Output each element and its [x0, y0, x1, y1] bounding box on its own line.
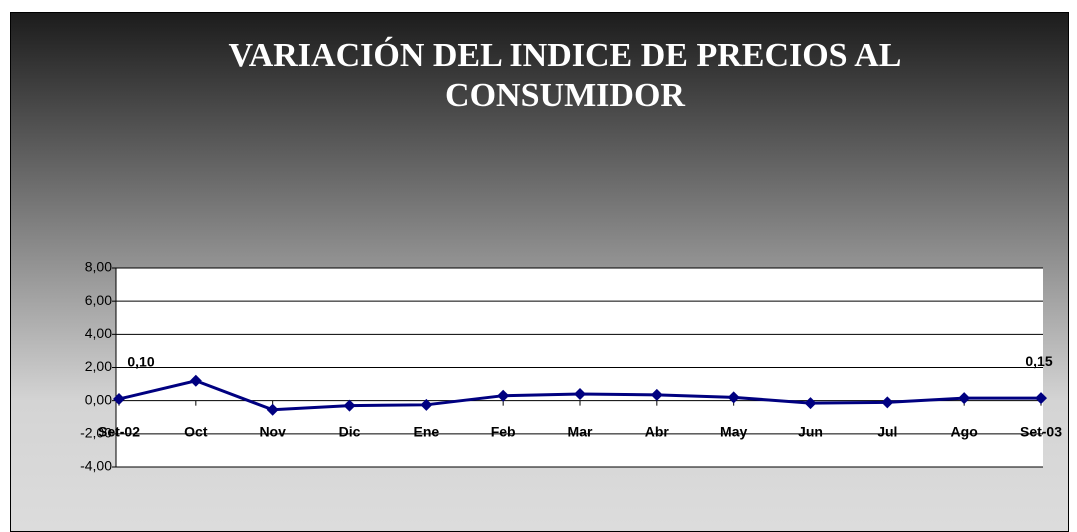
x-tick-label: Jun — [798, 424, 823, 440]
x-tick-label: Ago — [951, 424, 978, 440]
marker — [881, 396, 894, 409]
chart-title: VARIACIÓN DEL INDICE DE PRECIOS AL CONSU… — [228, 37, 902, 114]
marker — [420, 398, 433, 411]
marker — [497, 389, 510, 402]
y-tick-label: 8,00 — [85, 259, 112, 275]
y-tick-label: -4,00 — [80, 458, 112, 474]
x-tick-label: Abr — [645, 424, 670, 440]
x-tick-label: Dic — [339, 424, 361, 440]
marker — [113, 393, 125, 406]
x-tick-label: Jul — [877, 424, 897, 440]
marker — [1035, 392, 1047, 405]
marker — [727, 391, 740, 404]
y-tick-label: 0,00 — [85, 391, 112, 407]
x-tick-label: Nov — [259, 424, 286, 440]
marker — [343, 399, 356, 412]
x-tick-label: Set-03 — [1020, 424, 1062, 440]
y-tick-label: 6,00 — [85, 292, 112, 308]
marker — [650, 388, 663, 401]
x-tick-label: Set-02 — [98, 424, 140, 440]
data-label: 0,10 — [127, 354, 154, 370]
data-label: 0,15 — [1025, 353, 1052, 369]
y-tick-label: 2,00 — [85, 358, 112, 374]
x-tick-label: Oct — [184, 424, 208, 440]
x-tick-label: Ene — [413, 424, 439, 440]
marker — [189, 374, 202, 387]
marker — [574, 388, 586, 401]
y-tick-label: 4,00 — [85, 325, 112, 341]
x-tick-label: May — [720, 424, 747, 440]
x-tick-label: Feb — [491, 424, 516, 440]
marker — [958, 392, 971, 405]
y-tick-label: -2,00 — [80, 425, 112, 441]
x-tick-label: Mar — [568, 424, 593, 440]
marker — [266, 403, 279, 416]
marker — [804, 397, 817, 410]
